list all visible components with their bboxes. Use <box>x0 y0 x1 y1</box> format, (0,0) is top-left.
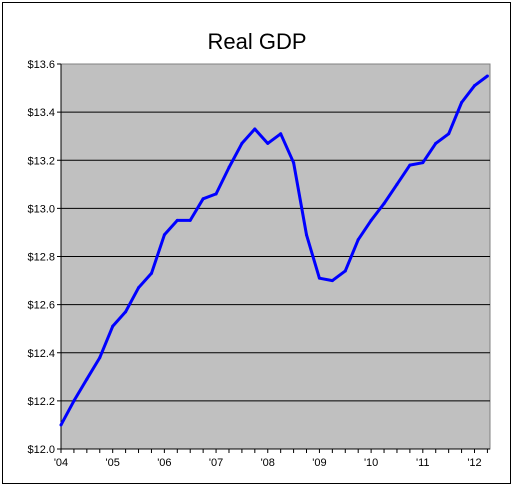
x-tick-label: '12 <box>467 457 481 469</box>
data-point <box>485 74 489 78</box>
data-point <box>240 141 244 145</box>
y-tick-label: $12.6 <box>27 300 55 312</box>
y-tick-label: $13.2 <box>27 155 55 167</box>
gridlines <box>61 111 490 402</box>
data-point <box>111 324 115 328</box>
y-tick-label: $13.6 <box>27 59 55 71</box>
data-point <box>434 141 438 145</box>
data-point <box>253 127 257 131</box>
data-point <box>395 182 399 186</box>
x-tick-label: '06 <box>157 457 171 469</box>
data-point <box>369 218 373 222</box>
data-point <box>343 269 347 273</box>
y-tick-label: $12.4 <box>27 348 55 360</box>
y-tick-label: $13.4 <box>27 107 55 119</box>
data-point <box>279 132 283 136</box>
data-point <box>162 233 166 237</box>
data-point <box>201 197 205 201</box>
data-point <box>98 356 102 360</box>
x-tick-label: '04 <box>54 457 68 469</box>
x-tick-label: '10 <box>364 457 378 469</box>
data-point <box>292 161 296 165</box>
data-point <box>472 84 476 88</box>
data-point <box>188 218 192 222</box>
line-chart: Real GDP $12.0$12.2$12.4$12.6$12.8$13.0$… <box>27 29 491 469</box>
series-line <box>59 74 489 426</box>
data-point <box>408 163 412 167</box>
data-point <box>214 192 218 196</box>
x-tick-label: '09 <box>312 457 326 469</box>
data-point <box>175 218 179 222</box>
chart-title: Real GDP <box>207 29 306 54</box>
data-point <box>266 141 270 145</box>
data-point <box>460 101 464 104</box>
data-point <box>149 271 153 275</box>
x-tick-label: '08 <box>261 457 275 469</box>
data-point <box>382 202 386 206</box>
y-tick-label: $12.8 <box>27 252 55 264</box>
data-point <box>137 286 141 290</box>
y-tick-label: $13.0 <box>27 203 55 215</box>
data-point <box>421 161 425 165</box>
axes: $12.0 $12.2 $12.4 $12.6 $12.8 $13.0 $13.2 $13.4… <box>27 59 490 469</box>
data-point <box>227 165 231 169</box>
data-point <box>330 279 334 283</box>
data-point <box>59 423 63 427</box>
data-point <box>356 238 360 242</box>
data-point <box>317 276 321 280</box>
data-point <box>72 399 76 403</box>
x-tick-label: '07 <box>209 457 223 469</box>
x-tick-label: '11 <box>416 457 430 469</box>
x-tick-label: '05 <box>106 457 120 469</box>
series-layer <box>59 74 489 427</box>
data-point <box>305 233 309 237</box>
y-tick-label: $12.0 <box>27 444 55 456</box>
y-tick-label: $12.2 <box>27 396 55 408</box>
data-point <box>124 310 128 314</box>
data-point <box>447 132 451 136</box>
data-point <box>85 377 89 381</box>
